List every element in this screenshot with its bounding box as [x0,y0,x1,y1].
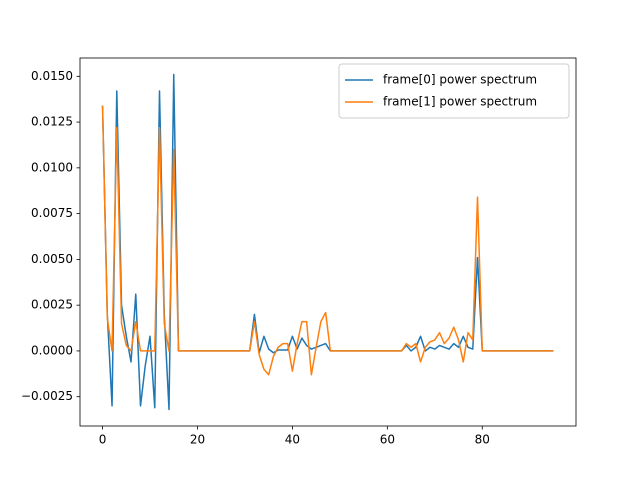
y-tick-label: 0.0150 [31,69,73,83]
y-tick-label: 0.0100 [31,160,73,174]
y-tick-label: 0.0025 [31,298,73,312]
x-tick-label: 20 [190,433,205,447]
x-tick-label: 40 [285,433,300,447]
line-series [101,105,554,376]
y-tick-label: 0.0000 [31,343,73,357]
x-tick-label: 60 [380,433,395,447]
y-tick-label: 0.0050 [31,252,73,266]
y-tick-label: 0.0075 [31,206,73,220]
legend-box [338,63,570,119]
y-tick-label: 0.0125 [31,115,73,129]
plot-frame [79,57,577,427]
y-tick-label: −0.0025 [21,389,73,403]
x-tick-label: 80 [475,433,490,447]
x-tick-label: 0 [99,433,107,447]
legend-label: frame[1] power spectrum [383,95,537,109]
legend-label: frame[0] power spectrum [383,73,537,87]
